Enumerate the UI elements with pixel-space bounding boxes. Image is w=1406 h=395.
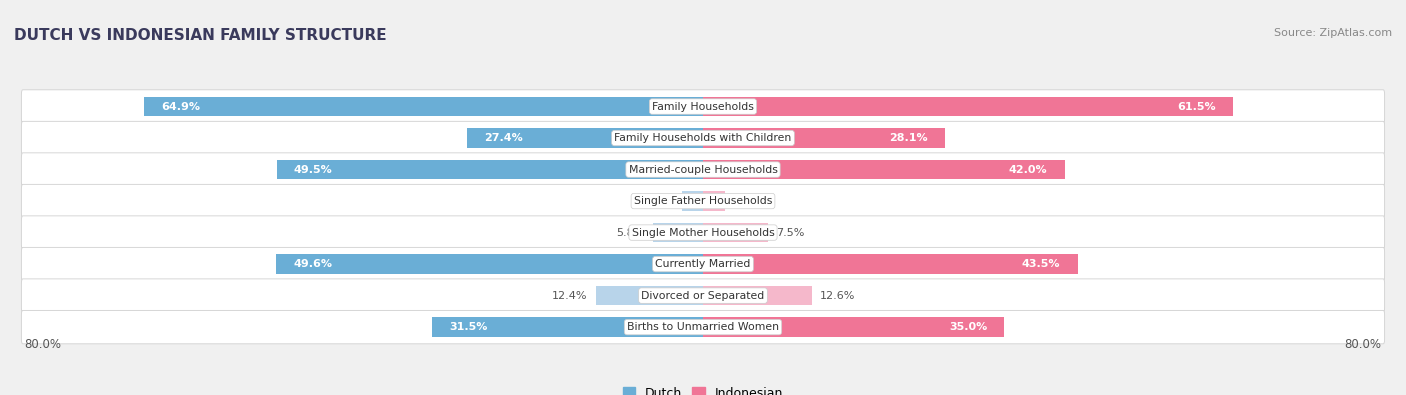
Text: Currently Married: Currently Married (655, 259, 751, 269)
Text: Births to Unmarried Women: Births to Unmarried Women (627, 322, 779, 332)
Text: 27.4%: 27.4% (484, 133, 523, 143)
FancyBboxPatch shape (21, 90, 1385, 123)
Bar (703, 317, 1004, 337)
Bar (277, 160, 703, 179)
Text: 49.5%: 49.5% (294, 165, 333, 175)
Bar (703, 286, 811, 305)
Text: 12.4%: 12.4% (553, 291, 588, 301)
Text: Married-couple Households: Married-couple Households (628, 165, 778, 175)
Text: 5.8%: 5.8% (616, 228, 644, 237)
FancyBboxPatch shape (21, 121, 1385, 155)
Text: Single Father Households: Single Father Households (634, 196, 772, 206)
Legend: Dutch, Indonesian: Dutch, Indonesian (617, 382, 789, 395)
Bar (652, 223, 703, 243)
Text: Divorced or Separated: Divorced or Separated (641, 291, 765, 301)
Text: 28.1%: 28.1% (889, 133, 928, 143)
Bar (703, 191, 725, 211)
FancyBboxPatch shape (21, 153, 1385, 186)
Bar (467, 128, 703, 148)
Text: 31.5%: 31.5% (449, 322, 488, 332)
Text: 61.5%: 61.5% (1177, 102, 1215, 111)
FancyBboxPatch shape (21, 310, 1385, 344)
Bar (276, 254, 703, 274)
Text: Source: ZipAtlas.com: Source: ZipAtlas.com (1274, 28, 1392, 38)
Text: 64.9%: 64.9% (162, 102, 200, 111)
Text: 42.0%: 42.0% (1010, 165, 1047, 175)
Bar (596, 286, 703, 305)
FancyBboxPatch shape (21, 216, 1385, 249)
Bar (682, 191, 703, 211)
Bar (703, 97, 1233, 116)
Text: 43.5%: 43.5% (1022, 259, 1060, 269)
Text: 7.5%: 7.5% (776, 228, 804, 237)
Bar (703, 254, 1077, 274)
FancyBboxPatch shape (21, 279, 1385, 312)
Text: 2.4%: 2.4% (645, 196, 673, 206)
Text: 49.6%: 49.6% (292, 259, 332, 269)
Text: Family Households with Children: Family Households with Children (614, 133, 792, 143)
Bar (432, 317, 703, 337)
Text: 35.0%: 35.0% (949, 322, 987, 332)
Text: 80.0%: 80.0% (1344, 338, 1382, 351)
FancyBboxPatch shape (21, 247, 1385, 281)
Text: 80.0%: 80.0% (24, 338, 62, 351)
FancyBboxPatch shape (21, 184, 1385, 218)
Text: 12.6%: 12.6% (820, 291, 855, 301)
Bar (703, 128, 945, 148)
Text: Single Mother Households: Single Mother Households (631, 228, 775, 237)
Text: Family Households: Family Households (652, 102, 754, 111)
Text: DUTCH VS INDONESIAN FAMILY STRUCTURE: DUTCH VS INDONESIAN FAMILY STRUCTURE (14, 28, 387, 43)
Bar (143, 97, 703, 116)
Bar (703, 160, 1064, 179)
Bar (703, 223, 768, 243)
Text: 2.6%: 2.6% (734, 196, 762, 206)
